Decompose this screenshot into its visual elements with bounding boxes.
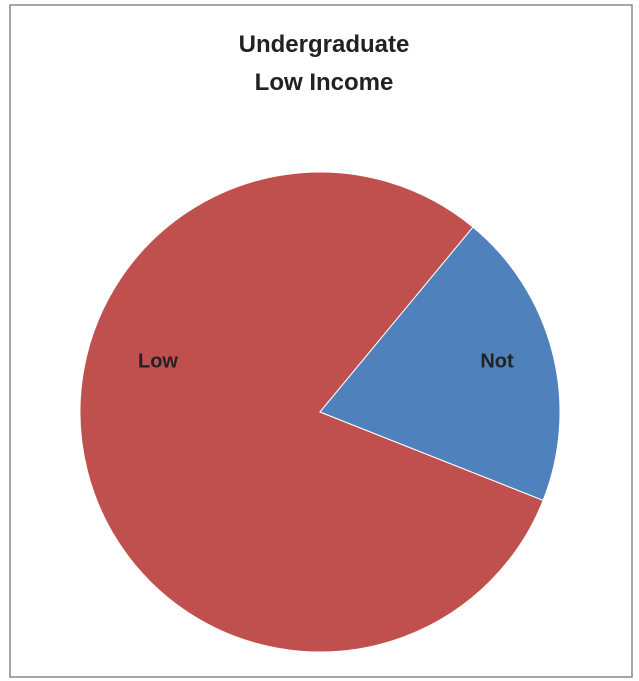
slice-label: Low [138,350,178,372]
slice-label: Not [480,350,514,372]
chart-title: Undergraduate Low Income [239,31,410,96]
pie-slice [79,171,544,653]
pie-slice [319,226,561,501]
pie [79,171,561,653]
